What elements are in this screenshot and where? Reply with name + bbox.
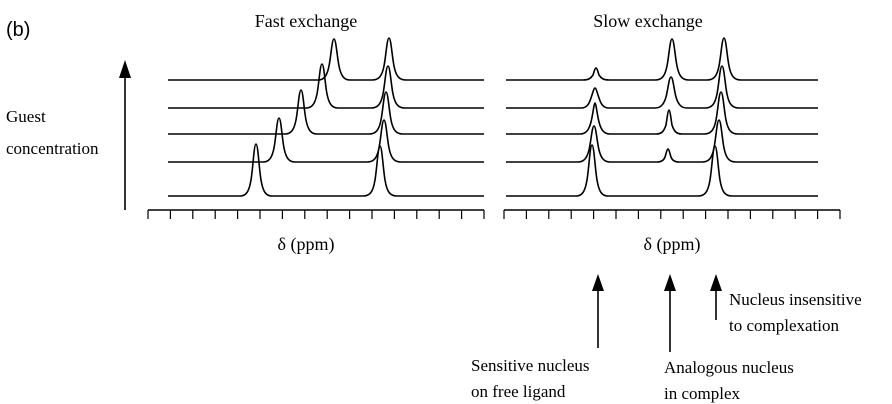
insensitive-label-line2: to complexation [729, 316, 840, 335]
slow-spectrum-4 [506, 65, 818, 109]
slow-spectrum-5 [506, 37, 818, 81]
slow-spectrum-3 [506, 91, 818, 135]
analogous-nucleus-arrow [664, 274, 676, 352]
fast-spectrum-4 [168, 63, 484, 109]
fast-spectrum-5 [168, 37, 484, 81]
sensitive-label-line1: Sensitive nucleus [471, 356, 590, 375]
fast-spectrum-3 [168, 89, 484, 135]
insensitive-nucleus-arrow [710, 274, 722, 320]
fast-exchange-title: Fast exchange [255, 11, 357, 31]
y-axis-label-line2: concentration [6, 139, 99, 158]
slow-axis-label: δ (ppm) [644, 234, 701, 255]
fast-spectrum-2 [168, 117, 484, 163]
analogous-label-line2: in complex [664, 384, 741, 403]
fast-spectrum-1 [168, 143, 484, 197]
fast-ppm-axis [147, 209, 485, 219]
fast-axis-label: δ (ppm) [278, 234, 335, 255]
fast-exchange-spectra [168, 37, 484, 197]
slow-spectrum-1 [506, 144, 818, 197]
slow-ppm-axis [503, 209, 841, 219]
y-axis-label-line1: Guest [6, 107, 46, 126]
sensitive-nucleus-arrow [592, 274, 604, 348]
insensitive-label-line1: Nucleus insensitive [729, 290, 862, 309]
analogous-label-line1: Analogous nucleus [664, 358, 794, 377]
slow-exchange-spectra [506, 37, 818, 197]
panel-label: (b) [6, 19, 30, 41]
slow-exchange-title: Slow exchange [593, 11, 702, 31]
sensitive-label-line2: on free ligand [471, 382, 566, 401]
slow-spectrum-2 [506, 119, 818, 163]
concentration-arrow [119, 60, 131, 210]
